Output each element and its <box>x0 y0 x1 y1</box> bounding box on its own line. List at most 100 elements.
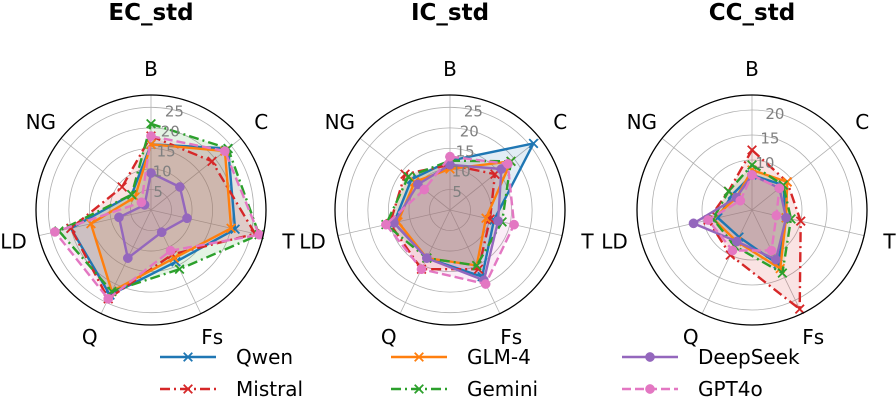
data-point-gemini <box>747 160 757 170</box>
data-point-gpt4o <box>220 146 230 156</box>
data-point-gemini <box>146 118 156 129</box>
axis-label-fs: Fs <box>500 325 522 349</box>
data-point-deepseek <box>421 253 432 263</box>
legend-marker <box>414 352 424 362</box>
data-point-gpt4o <box>416 264 427 275</box>
axis-label-b: B <box>144 57 158 81</box>
data-point-gpt4o <box>747 170 757 180</box>
data-point-gpt4o <box>50 227 60 237</box>
series-deepseek <box>114 168 192 263</box>
axis-label-ld: LD <box>299 229 326 253</box>
data-point-gpt4o <box>502 159 513 169</box>
data-point-gemini <box>403 171 414 182</box>
axis-label-b: B <box>745 57 759 81</box>
legend-item-gpt4o: GPT4o <box>622 377 763 401</box>
radar-panel-cc-std: 10 15 20 B C T Fs Q LD NG CC_std <box>601 0 896 349</box>
grid-spoke <box>449 209 563 236</box>
data-point-mistral <box>794 304 805 315</box>
data-point-gemini <box>723 186 734 197</box>
series-line-gpt4o <box>53 134 261 300</box>
axis-label-ng: NG <box>627 110 657 134</box>
legend-label: Mistral <box>236 377 303 401</box>
legend-label: GLM-4 <box>467 345 531 369</box>
axis-label-ng: NG <box>26 110 56 134</box>
data-point-glm-4 <box>86 218 96 229</box>
grid-spoke <box>751 137 843 211</box>
axis-label-t: T <box>281 229 295 253</box>
series-area-deepseek <box>119 173 187 259</box>
axis-label-ld: LD <box>0 229 27 253</box>
legend-label: DeepSeek <box>698 345 800 369</box>
grid-spoke <box>751 209 865 236</box>
radial-tick-label: 10 <box>452 163 471 181</box>
series-area-gemini <box>58 123 260 292</box>
data-point-gpt4o <box>774 183 785 194</box>
legend-marker <box>183 384 193 394</box>
data-point-mistral <box>747 145 757 155</box>
data-point-gpt4o <box>146 131 156 141</box>
series-line-glm-4 <box>396 160 513 267</box>
axis-label-c: C <box>855 110 869 134</box>
legend-label: GPT4o <box>698 377 763 401</box>
legend: Qwen Mistral GLM-4 Gemini DeepSeek GPT4o <box>160 345 800 401</box>
series-area-glm-4 <box>713 170 788 269</box>
radial-ticks: 5 10 15 20 25 <box>153 102 184 200</box>
axis-label-fs: Fs <box>802 325 824 349</box>
grid-spoke <box>150 209 264 236</box>
radial-tick-label: 15 <box>157 143 176 161</box>
panel-title: CC_std <box>709 0 795 26</box>
legend-label: Qwen <box>236 345 293 369</box>
legend-item-gemini: Gemini <box>391 377 538 401</box>
data-point-gpt4o <box>165 245 176 256</box>
axis-label-c: C <box>254 110 268 134</box>
series-area-deepseek <box>693 175 787 260</box>
legend-marker <box>414 384 424 394</box>
data-point-deepseek <box>781 212 791 223</box>
series-line-gemini <box>384 159 513 267</box>
panels-layer: 5 10 15 20 25 B C T Fs Q LD NG EC_std 5 10 15 20 25 B C T Fs Q… <box>0 0 896 349</box>
data-point-mistral <box>207 156 217 167</box>
series-gpt4o <box>50 131 264 304</box>
series-line-gpt4o <box>706 173 781 252</box>
radial-tick-label: 5 <box>452 183 462 201</box>
data-point-deepseek <box>182 213 192 224</box>
data-point-deepseek <box>731 236 742 247</box>
data-point-glm-4 <box>226 223 237 234</box>
series-area-qwen <box>70 144 236 296</box>
series-line-deepseek <box>392 163 503 282</box>
data-point-deepseek <box>413 179 423 190</box>
series-line-qwen <box>392 142 535 278</box>
data-point-glm-4 <box>481 213 491 224</box>
data-point-gpt4o <box>419 184 430 195</box>
data-point-gpt4o <box>735 195 746 206</box>
data-point-deepseek <box>156 227 167 238</box>
series-gpt4o <box>381 151 519 289</box>
radar-panel-ec-std: 5 10 15 20 25 B C T Fs Q LD NG EC_std <box>0 0 295 349</box>
data-point-gpt4o <box>703 215 713 225</box>
panel-title: IC_std <box>411 0 489 26</box>
axis-label-t: T <box>580 229 594 253</box>
radial-tick-label: 20 <box>765 105 784 123</box>
data-point-deepseek <box>122 253 133 263</box>
axis-label-t: T <box>882 229 896 253</box>
radial-ticks: 5 10 15 20 25 <box>452 102 483 200</box>
axis-labels: B C T Fs Q LD NG <box>601 57 896 349</box>
data-point-qwen <box>528 138 539 149</box>
legend-item-deepseek: DeepSeek <box>622 345 800 369</box>
grid-spoke <box>701 209 753 314</box>
data-point-gemini <box>126 189 137 200</box>
data-point-gpt4o <box>103 293 114 304</box>
data-point-deepseek <box>496 164 507 174</box>
data-point-gpt4o <box>445 151 455 162</box>
data-point-gpt4o <box>727 245 738 256</box>
data-point-gemini <box>471 260 482 271</box>
legend-item-mistral: Mistral <box>160 377 303 401</box>
legend-marker <box>183 352 193 362</box>
series-area-mistral <box>70 136 256 299</box>
series-line-glm-4 <box>89 143 233 293</box>
data-point-deepseek <box>175 182 185 192</box>
axis-label-b: B <box>443 57 457 81</box>
radial-tick-label: 25 <box>165 102 184 120</box>
series-gpt4o <box>703 170 785 256</box>
polar-frame <box>35 94 267 326</box>
